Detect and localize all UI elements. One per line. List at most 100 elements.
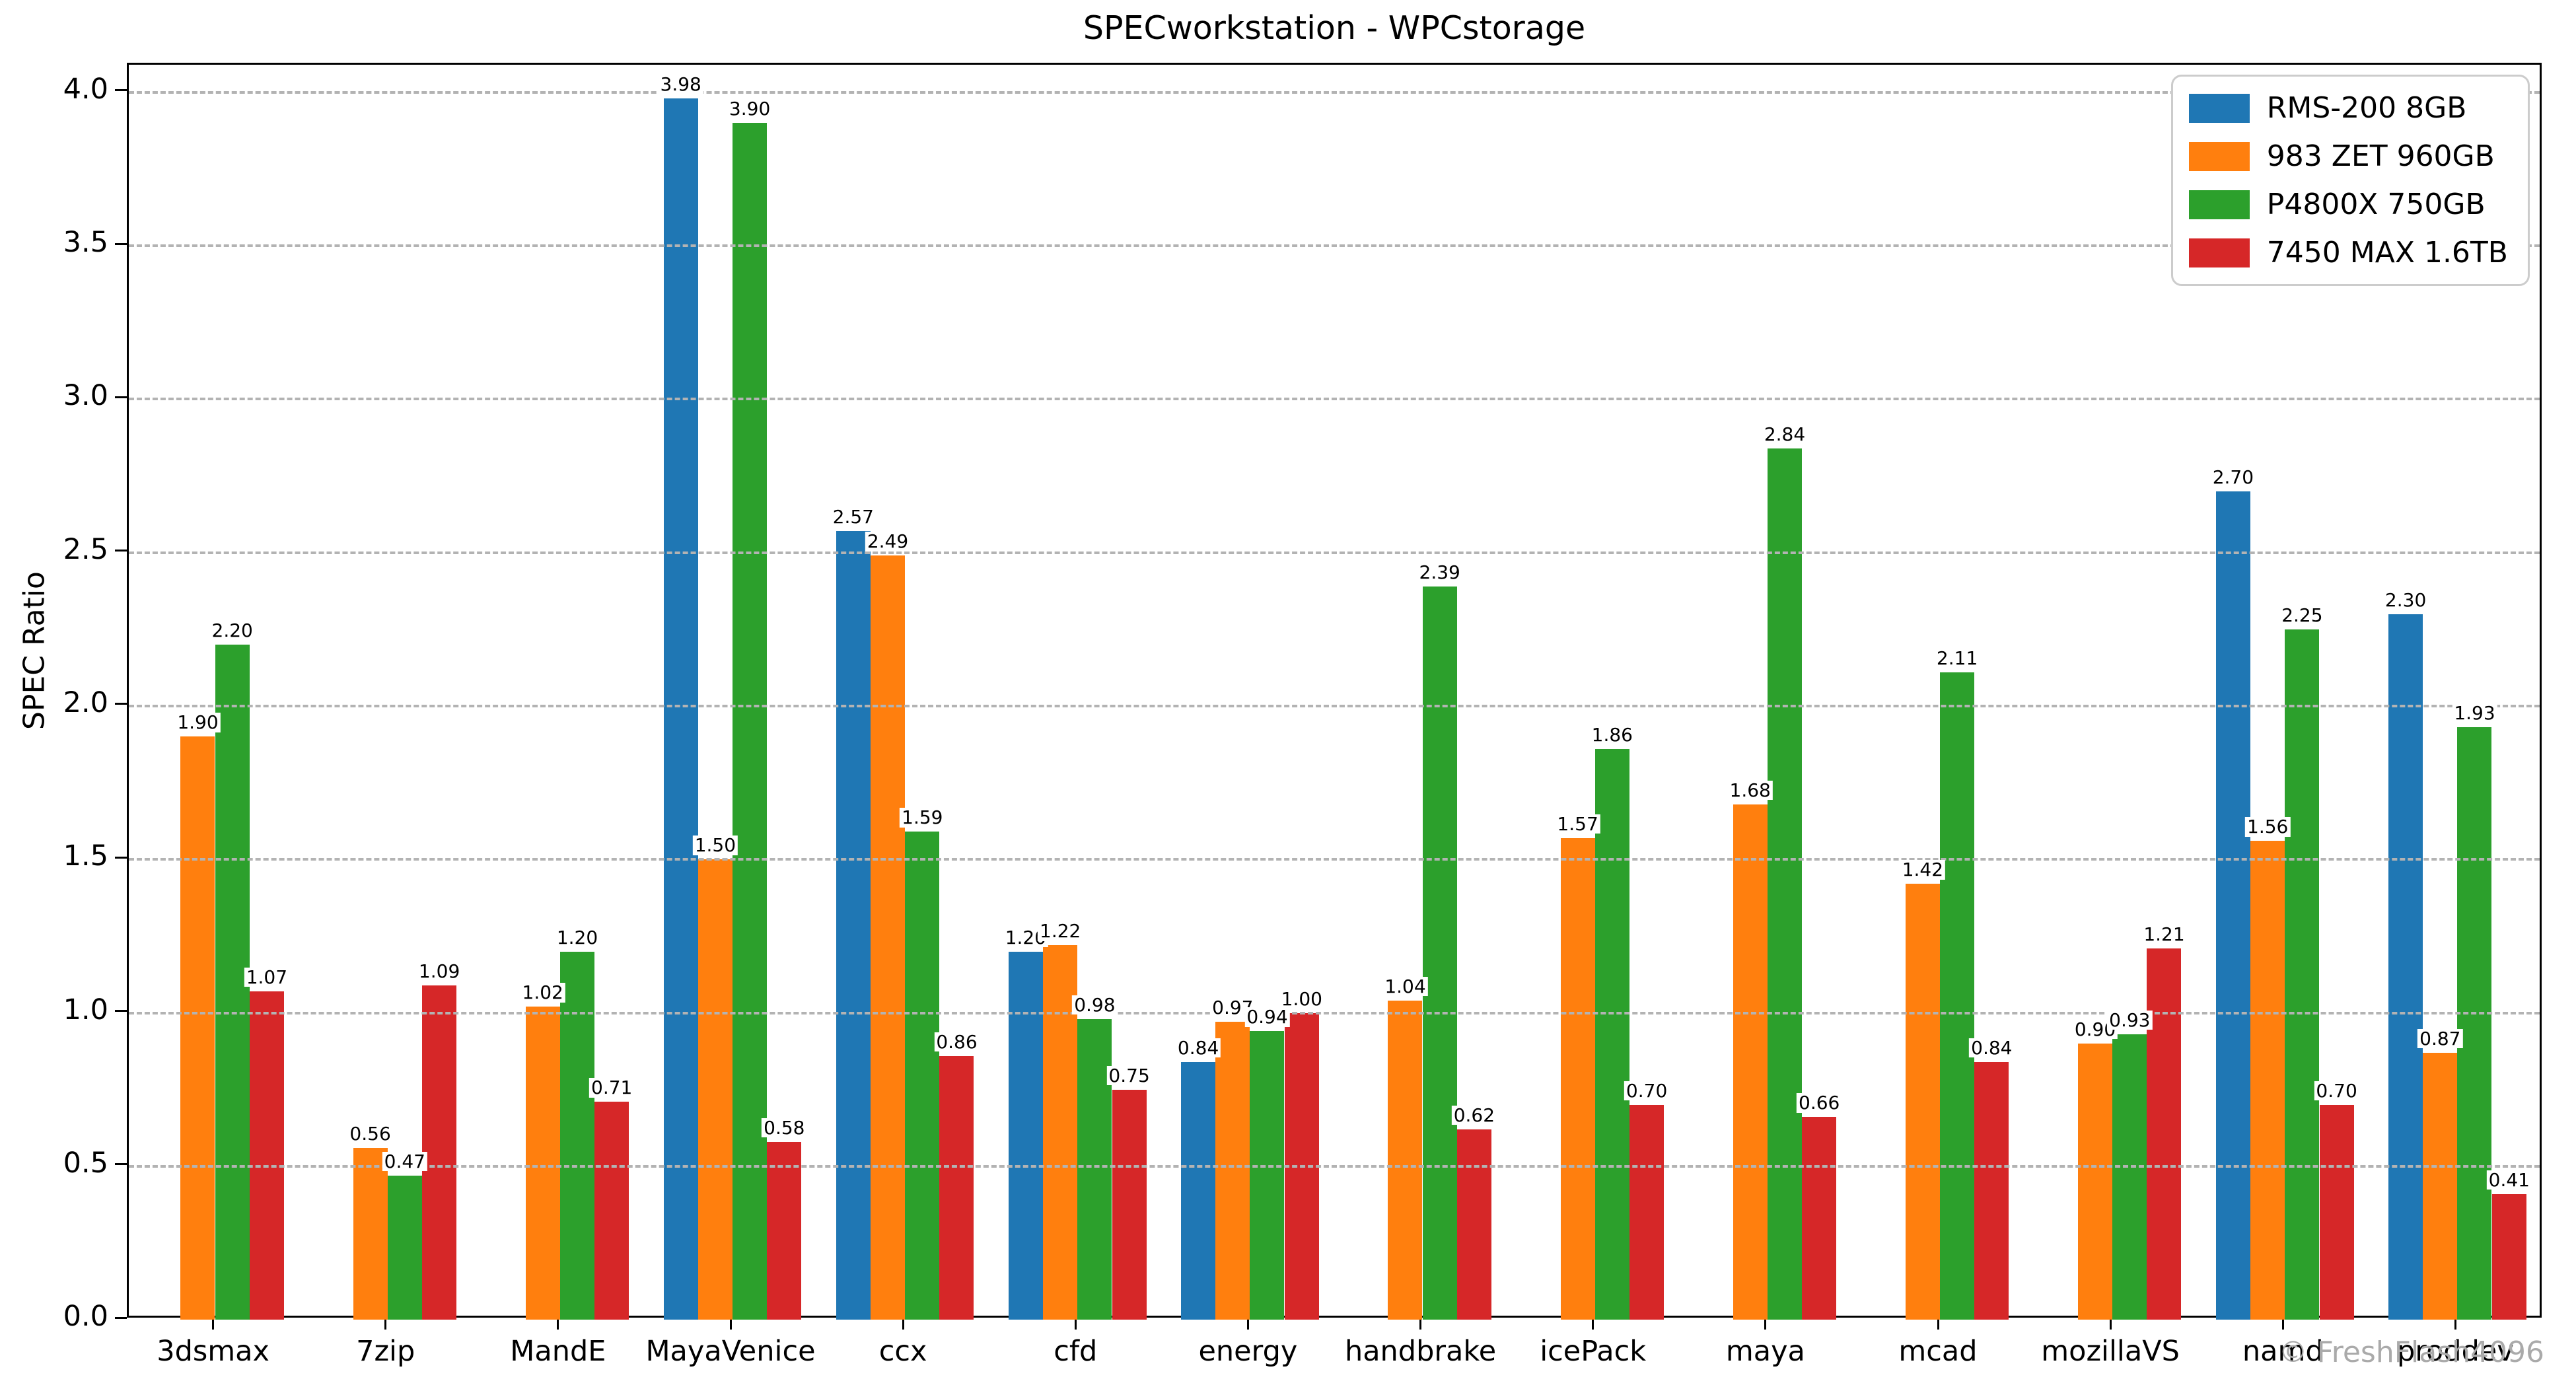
x-tick-mark (1246, 1318, 1249, 1330)
y-tick-mark (115, 396, 127, 398)
x-tick-mark (729, 1318, 732, 1330)
bar-value-label: 2.11 (1934, 648, 1980, 668)
x-tick-mark (1592, 1318, 1594, 1330)
x-tick-mark (1074, 1318, 1077, 1330)
plot-area: 3.98 2.57 1.20 0.84 2.70 2.30 1.90 0.56 1.02 1.50… (127, 63, 2542, 1320)
bar-value-label: 0.87 (2417, 1028, 2463, 1048)
bar-MayaVenice-983 ZET 960GB (698, 859, 733, 1320)
y-tick-mark (115, 1010, 127, 1012)
bar-value-label: 2.57 (830, 507, 876, 526)
bar-value-label: 1.56 (2245, 817, 2291, 837)
bar-value-label: 1.68 (1727, 780, 1773, 800)
bar-value-label: 1.93 (2452, 703, 2497, 723)
bar-ccx-983 ZET 960GB (870, 555, 905, 1320)
bar-value-label: 0.70 (1624, 1081, 1670, 1100)
gridline-y-2.5 (129, 551, 2540, 554)
bar-value-label: 0.94 (1244, 1007, 1290, 1027)
bar-maya-983 ZET 960GB (1733, 804, 1768, 1320)
x-tick-mark (2454, 1318, 2456, 1330)
bar-value-label: 2.20 (209, 621, 255, 640)
bar-cfd-983 ZET 960GB (1043, 945, 1078, 1320)
bar-mcad-7450 MAX 1.6TB (1974, 1061, 2009, 1320)
x-tick-mark (212, 1318, 215, 1330)
gridline-y-3.0 (129, 398, 2540, 401)
bar-value-label: 1.07 (244, 967, 290, 987)
legend-label: P4800X 750GB (2266, 188, 2486, 221)
bar-value-label: 2.49 (865, 532, 911, 551)
x-tick-label-icePack: icePack (1540, 1335, 1647, 1368)
bar-value-label: 1.86 (1589, 725, 1635, 744)
bar-cfd-RMS-200 8GB (1008, 951, 1043, 1320)
bar-value-label: 0.47 (382, 1151, 427, 1171)
bar-value-label: 0.84 (1175, 1038, 1221, 1057)
bar-value-label: 1.57 (1555, 814, 1600, 834)
bar-value-label: 2.84 (1762, 424, 1808, 444)
bar-MayaVenice-7450 MAX 1.6TB (767, 1141, 802, 1320)
bar-value-label: 2.70 (2210, 467, 2256, 487)
bar-value-label: 1.09 (416, 961, 462, 981)
x-tick-label-MandE: MandE (510, 1335, 606, 1368)
gridline-y-4.0 (129, 90, 2540, 94)
y-tick-label: 2.0 (63, 686, 108, 719)
legend-swatch-blue (2188, 93, 2250, 123)
bar-mcad-P4800X 750GB (1940, 672, 1974, 1320)
y-tick-label: 3.0 (63, 379, 108, 413)
bar-icePack-983 ZET 960GB (1560, 837, 1595, 1320)
x-tick-label-handbrake: handbrake (1344, 1335, 1497, 1368)
gridline-y-0.5 (129, 1164, 2540, 1168)
bar-MandE-P4800X 750GB (559, 951, 594, 1320)
y-tick-mark (115, 242, 127, 245)
bar-7zip-7450 MAX 1.6TB (421, 985, 456, 1320)
gridline-y-1.0 (129, 1011, 2540, 1014)
x-tick-label-MayaVenice: MayaVenice (645, 1335, 816, 1368)
bar-value-label: 3.98 (658, 75, 703, 94)
bar-handbrake-P4800X 750GB (1422, 586, 1457, 1320)
bar-energy-983 ZET 960GB (1215, 1022, 1250, 1320)
bar-value-label: 1.04 (1382, 976, 1428, 996)
x-tick-label-cfd: cfd (1054, 1335, 1098, 1368)
bar-mozillaVS-7450 MAX 1.6TB (2147, 948, 2182, 1320)
bar-3dsmax-7450 MAX 1.6TB (249, 991, 284, 1320)
y-tick-mark (115, 856, 127, 859)
x-tick-label-ccx: ccx (878, 1335, 927, 1368)
y-tick-mark (115, 89, 127, 92)
x-tick-mark (1937, 1318, 1939, 1330)
legend-entry: RMS-200 8GB (2188, 91, 2508, 125)
bar-value-label: 0.41 (2486, 1170, 2532, 1190)
legend: RMS-200 8GB 983 ZET 960GB P4800X 750GB 7… (2170, 75, 2530, 286)
x-tick-mark (2109, 1318, 2112, 1330)
bar-value-label: 1.02 (520, 983, 565, 1003)
legend-swatch-red (2188, 238, 2250, 267)
bar-proddev-983 ZET 960GB (2423, 1052, 2458, 1320)
bar-mozillaVS-983 ZET 960GB (2077, 1043, 2112, 1320)
bar-proddev-RMS-200 8GB (2388, 614, 2423, 1320)
x-tick-label-7zip: 7zip (356, 1335, 415, 1368)
bar-namd-983 ZET 960GB (2250, 841, 2285, 1320)
x-tick-label-3dsmax: 3dsmax (157, 1335, 269, 1368)
y-tick-label: 1.5 (63, 839, 108, 873)
x-tick-label-mcad: mcad (1898, 1335, 1978, 1368)
bar-7zip-P4800X 750GB (387, 1175, 422, 1320)
y-tick-label: 3.5 (63, 226, 108, 260)
bar-maya-P4800X 750GB (1767, 448, 1802, 1320)
bar-value-label: 1.20 (554, 927, 600, 947)
x-tick-mark (1419, 1318, 1422, 1330)
bar-value-label: 2.30 (2382, 590, 2429, 610)
y-tick-mark (115, 1163, 127, 1166)
watermark: © FreshFlash4096 (2278, 1335, 2544, 1369)
bar-proddev-P4800X 750GB (2457, 727, 2492, 1320)
y-tick-label: 4.0 (63, 72, 108, 106)
bar-value-label: 1.00 (1279, 989, 1324, 1009)
bar-value-label: 0.93 (2107, 1011, 2153, 1030)
bar-value-label: 0.66 (1797, 1093, 1842, 1113)
x-tick-label-energy: energy (1198, 1335, 1298, 1368)
bar-MayaVenice-P4800X 750GB (733, 123, 767, 1320)
y-tick-label: 0.0 (63, 1300, 108, 1333)
bar-value-label: 1.90 (175, 713, 221, 732)
x-tick-mark (1764, 1318, 1767, 1330)
x-tick-label-maya: maya (1725, 1335, 1805, 1368)
x-tick-label-namd: namd (2242, 1335, 2324, 1368)
bar-MandE-983 ZET 960GB (525, 1007, 560, 1320)
gridline-y-1.5 (129, 858, 2540, 861)
y-tick-label: 1.0 (63, 993, 108, 1026)
